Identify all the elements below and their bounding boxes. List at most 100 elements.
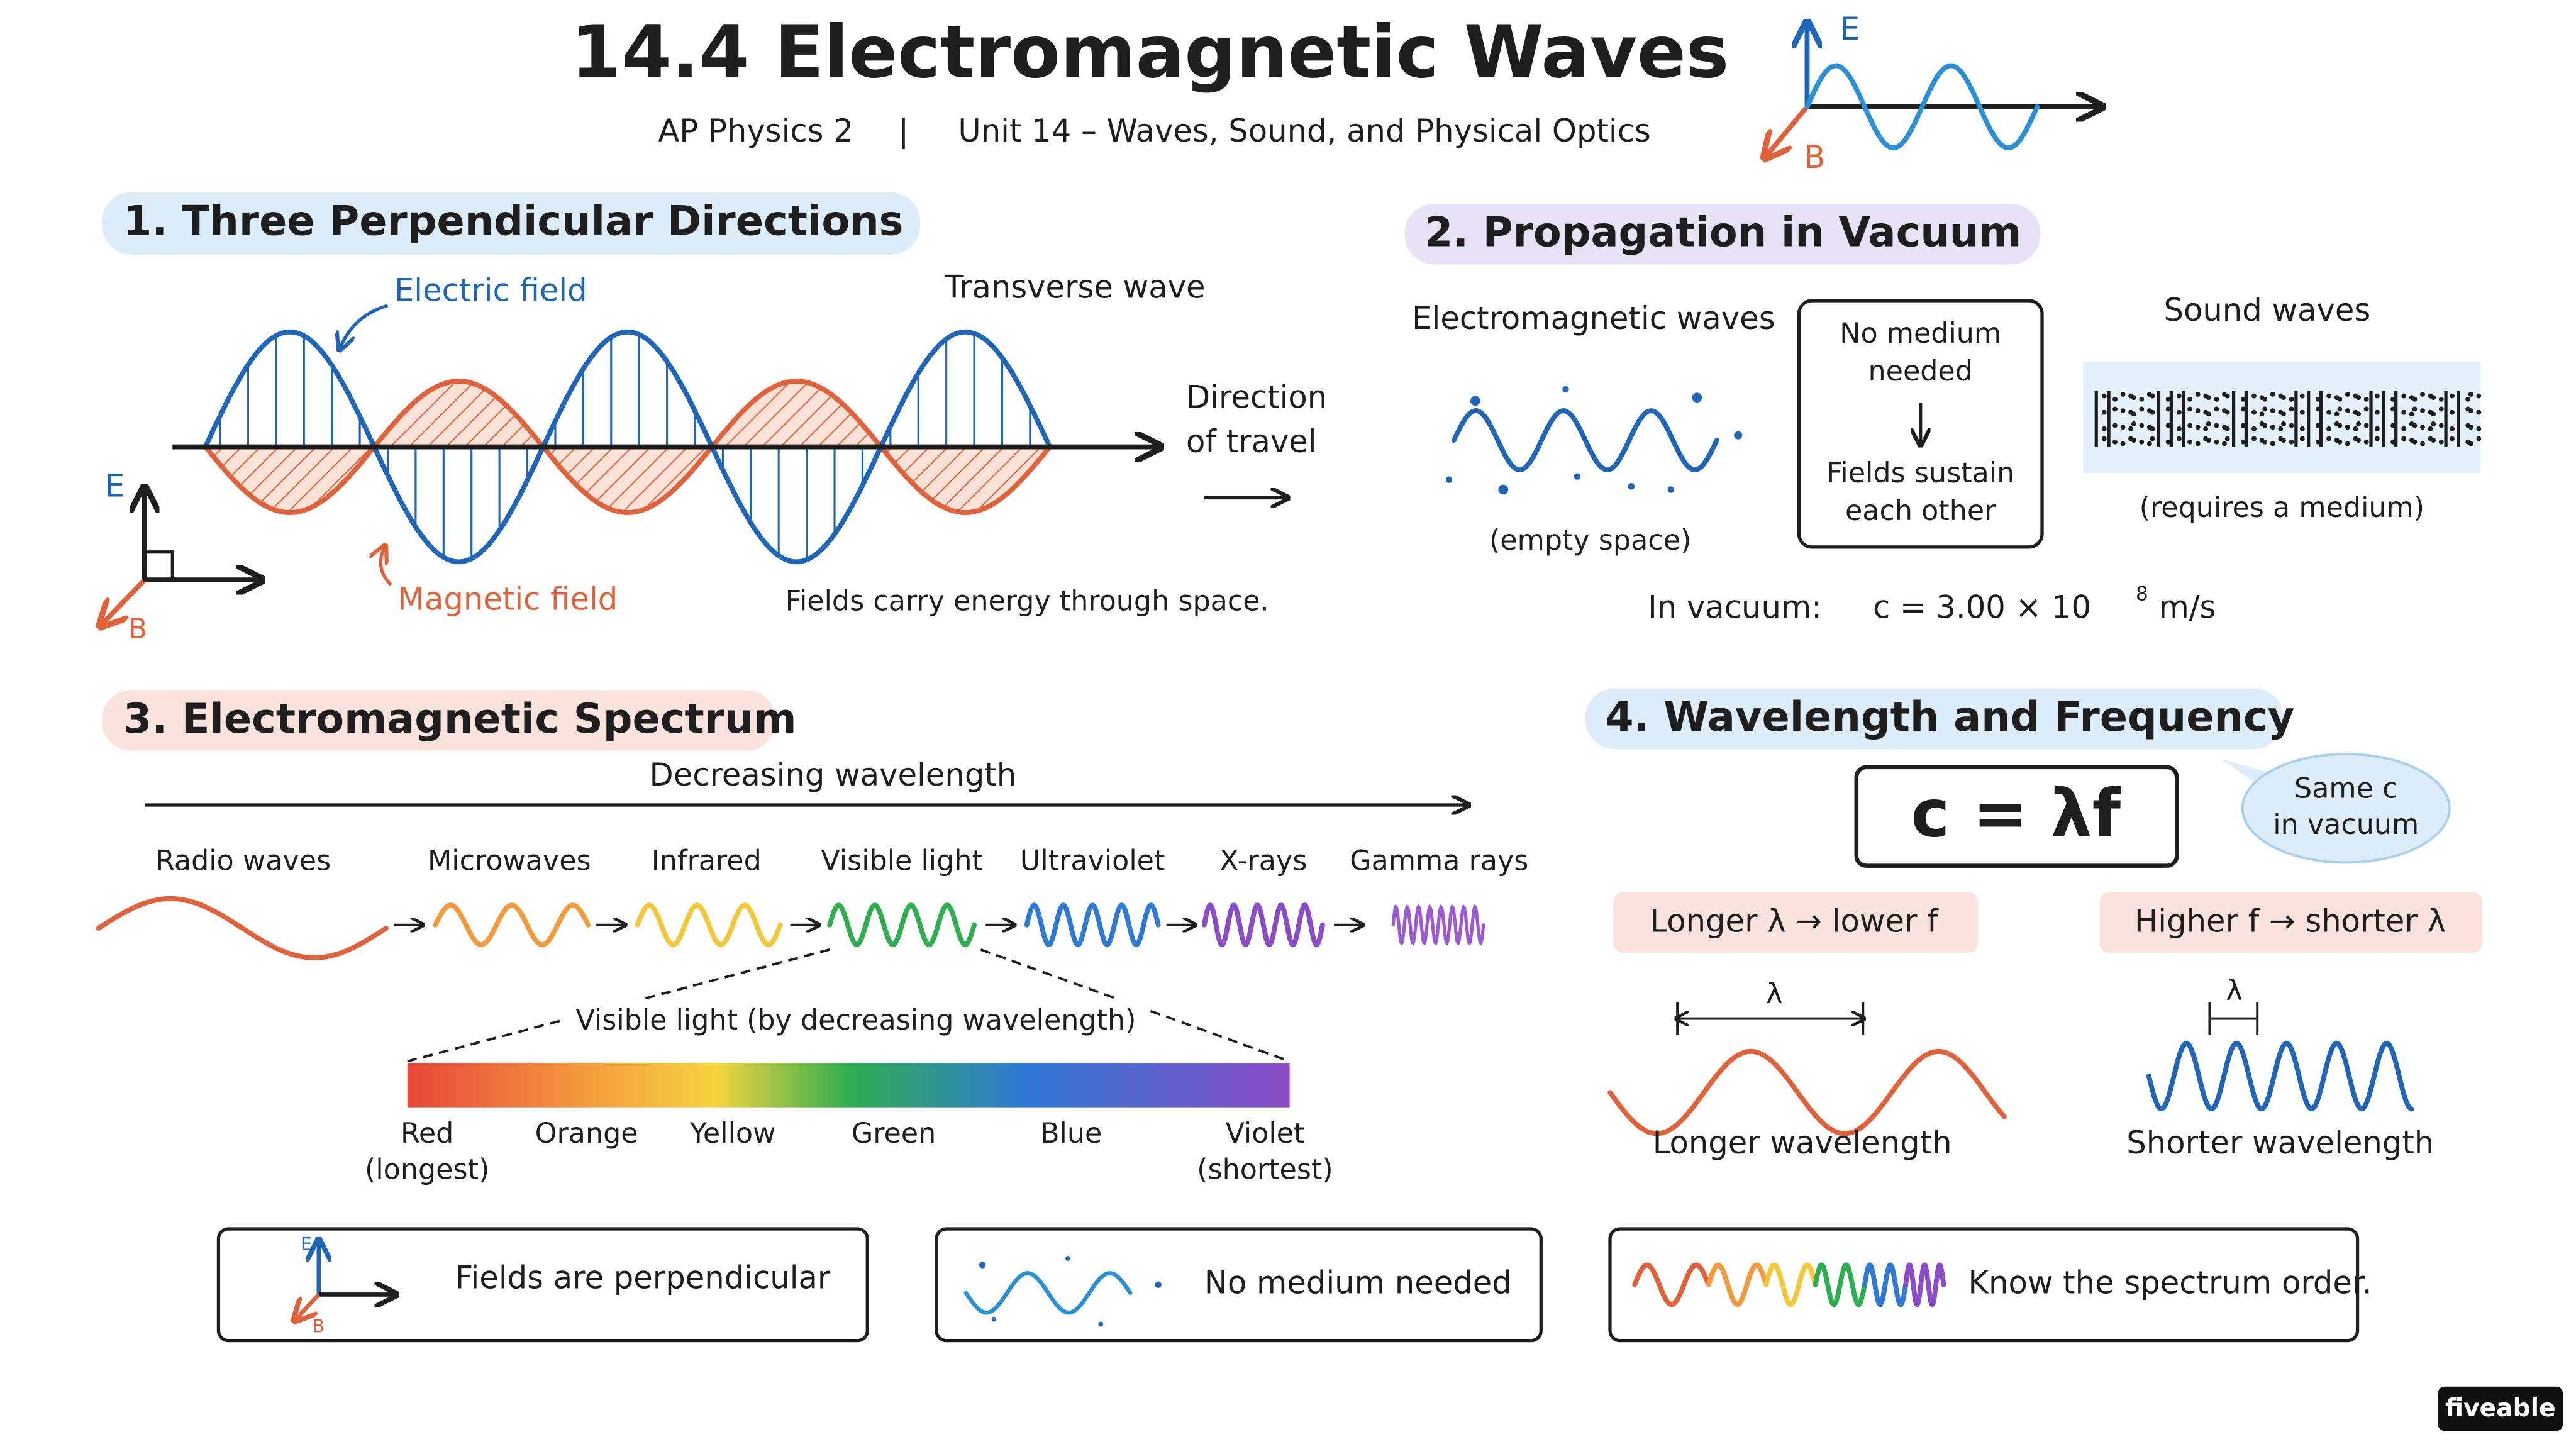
sound-pattern [2337, 406, 2343, 412]
sound-pattern [2438, 406, 2444, 412]
sound-pattern [2262, 423, 2268, 428]
sound-pattern [2176, 393, 2182, 399]
sound-pattern [2401, 426, 2407, 431]
sound-pattern [2412, 439, 2418, 445]
brand: fiveable [2445, 1394, 2556, 1423]
sound-pattern [2356, 395, 2362, 401]
sound-pattern [2431, 421, 2436, 426]
color-label: Red [401, 1118, 453, 1150]
header-wave [1804, 63, 2040, 151]
sound-pattern [2281, 438, 2286, 443]
stars [1445, 386, 1743, 495]
rule: Higher f → shorter λ [2135, 903, 2446, 940]
sound-pattern [2176, 426, 2182, 431]
sound-pattern [2150, 436, 2155, 441]
sound-pattern [2251, 436, 2257, 441]
sound-pattern [2401, 436, 2407, 441]
sound-pattern [2345, 441, 2350, 447]
sound-pattern [2278, 426, 2284, 431]
sound-pattern [2468, 441, 2473, 447]
sound-pattern [2450, 409, 2455, 415]
sound-pattern [2438, 423, 2444, 428]
sound-pattern [2428, 426, 2433, 431]
lambda: λ [2226, 975, 2243, 1007]
band-label: Visible light [821, 845, 983, 877]
sound-pattern [2195, 441, 2201, 447]
sound-label: Sound waves [2163, 292, 2370, 328]
electric-wave [203, 329, 1053, 565]
separator: | [898, 113, 909, 149]
sound-pattern [2450, 436, 2455, 441]
sound-pattern [2101, 426, 2107, 431]
sound-caption: (requires a medium) [2140, 492, 2424, 524]
sound-pattern [2375, 436, 2380, 441]
sound-pattern [2206, 421, 2211, 426]
summary-axis-e: E [301, 1233, 312, 1255]
sound-pattern [2345, 392, 2350, 397]
vacuum-label: In vacuum: [1648, 589, 1822, 626]
visible-label: Visible light (by decreasing wavelength) [575, 1004, 1136, 1036]
sound-pattern [2224, 426, 2230, 431]
color-note: (longest) [365, 1154, 489, 1186]
summary-wave [1763, 1262, 1818, 1307]
em-label: Electromagnetic waves [1412, 300, 1775, 336]
summary-text: Know the spectrum order. [1968, 1264, 2372, 1301]
sound-pattern [2468, 425, 2473, 430]
heading-bg [1585, 688, 2284, 750]
sound-pattern [2165, 423, 2171, 428]
rule: Longer λ → lower f [1650, 903, 1939, 940]
sound-pattern [2262, 396, 2268, 402]
section-heading: 3. Electromagnetic Spectrum [123, 695, 797, 743]
band-label: Gamma rays [1350, 845, 1528, 877]
sound-pattern [2476, 436, 2482, 441]
axes-icon [102, 489, 260, 624]
sound-pattern [2315, 439, 2321, 445]
summary-wave [1813, 1262, 1867, 1307]
sound-pattern [2468, 392, 2473, 397]
sound-pattern [2420, 392, 2425, 397]
sound-pattern [2465, 396, 2471, 402]
sound-pattern [2476, 393, 2482, 399]
sound-pattern [2375, 426, 2380, 431]
label-bg [565, 999, 1148, 1042]
summary-wave [1903, 1262, 1946, 1307]
bubble [2241, 753, 2451, 864]
sound-pattern [2363, 439, 2369, 445]
course: AP Physics 2 [658, 113, 853, 149]
sound-pattern [2176, 409, 2182, 415]
summary-box [216, 1227, 869, 1343]
spectrum-wave [96, 896, 389, 960]
sound-pattern [2240, 439, 2246, 445]
section-heading: 2. Propagation in Vacuum [1424, 209, 2022, 257]
sound-pattern [2337, 423, 2343, 428]
box-line: needed [1868, 355, 1973, 387]
sound-pattern [2363, 396, 2369, 402]
sound-pattern [2101, 409, 2107, 415]
sound-pattern [2120, 408, 2126, 413]
sound-pattern [2240, 423, 2246, 428]
sound-pattern [2120, 392, 2126, 397]
em-wave [1451, 408, 1719, 473]
sound-pattern [2289, 406, 2294, 412]
sound-pattern [2450, 426, 2455, 431]
sound-pattern [2120, 425, 2126, 430]
spectrum-wave [433, 902, 591, 947]
sound-pattern [2206, 395, 2211, 401]
band-label: Radio waves [155, 845, 331, 877]
sound-bg [2083, 361, 2481, 474]
sound-pattern [2165, 396, 2171, 402]
sound-pattern [2289, 439, 2294, 445]
color-label: Blue [1040, 1118, 1102, 1150]
sound-pattern [2101, 436, 2107, 441]
box-line: No medium [1840, 318, 2001, 350]
sound-pattern [2224, 436, 2230, 441]
pointer [340, 304, 389, 348]
band-label: X-rays [1219, 845, 1307, 877]
sound-pattern [2356, 421, 2362, 426]
sound-pattern [2476, 426, 2482, 431]
sound-pattern [2438, 396, 2444, 402]
sound-pattern [2468, 408, 2473, 413]
section-heading: 4. Wavelength and Frequency [1605, 693, 2294, 741]
sound-pattern [2315, 396, 2321, 402]
